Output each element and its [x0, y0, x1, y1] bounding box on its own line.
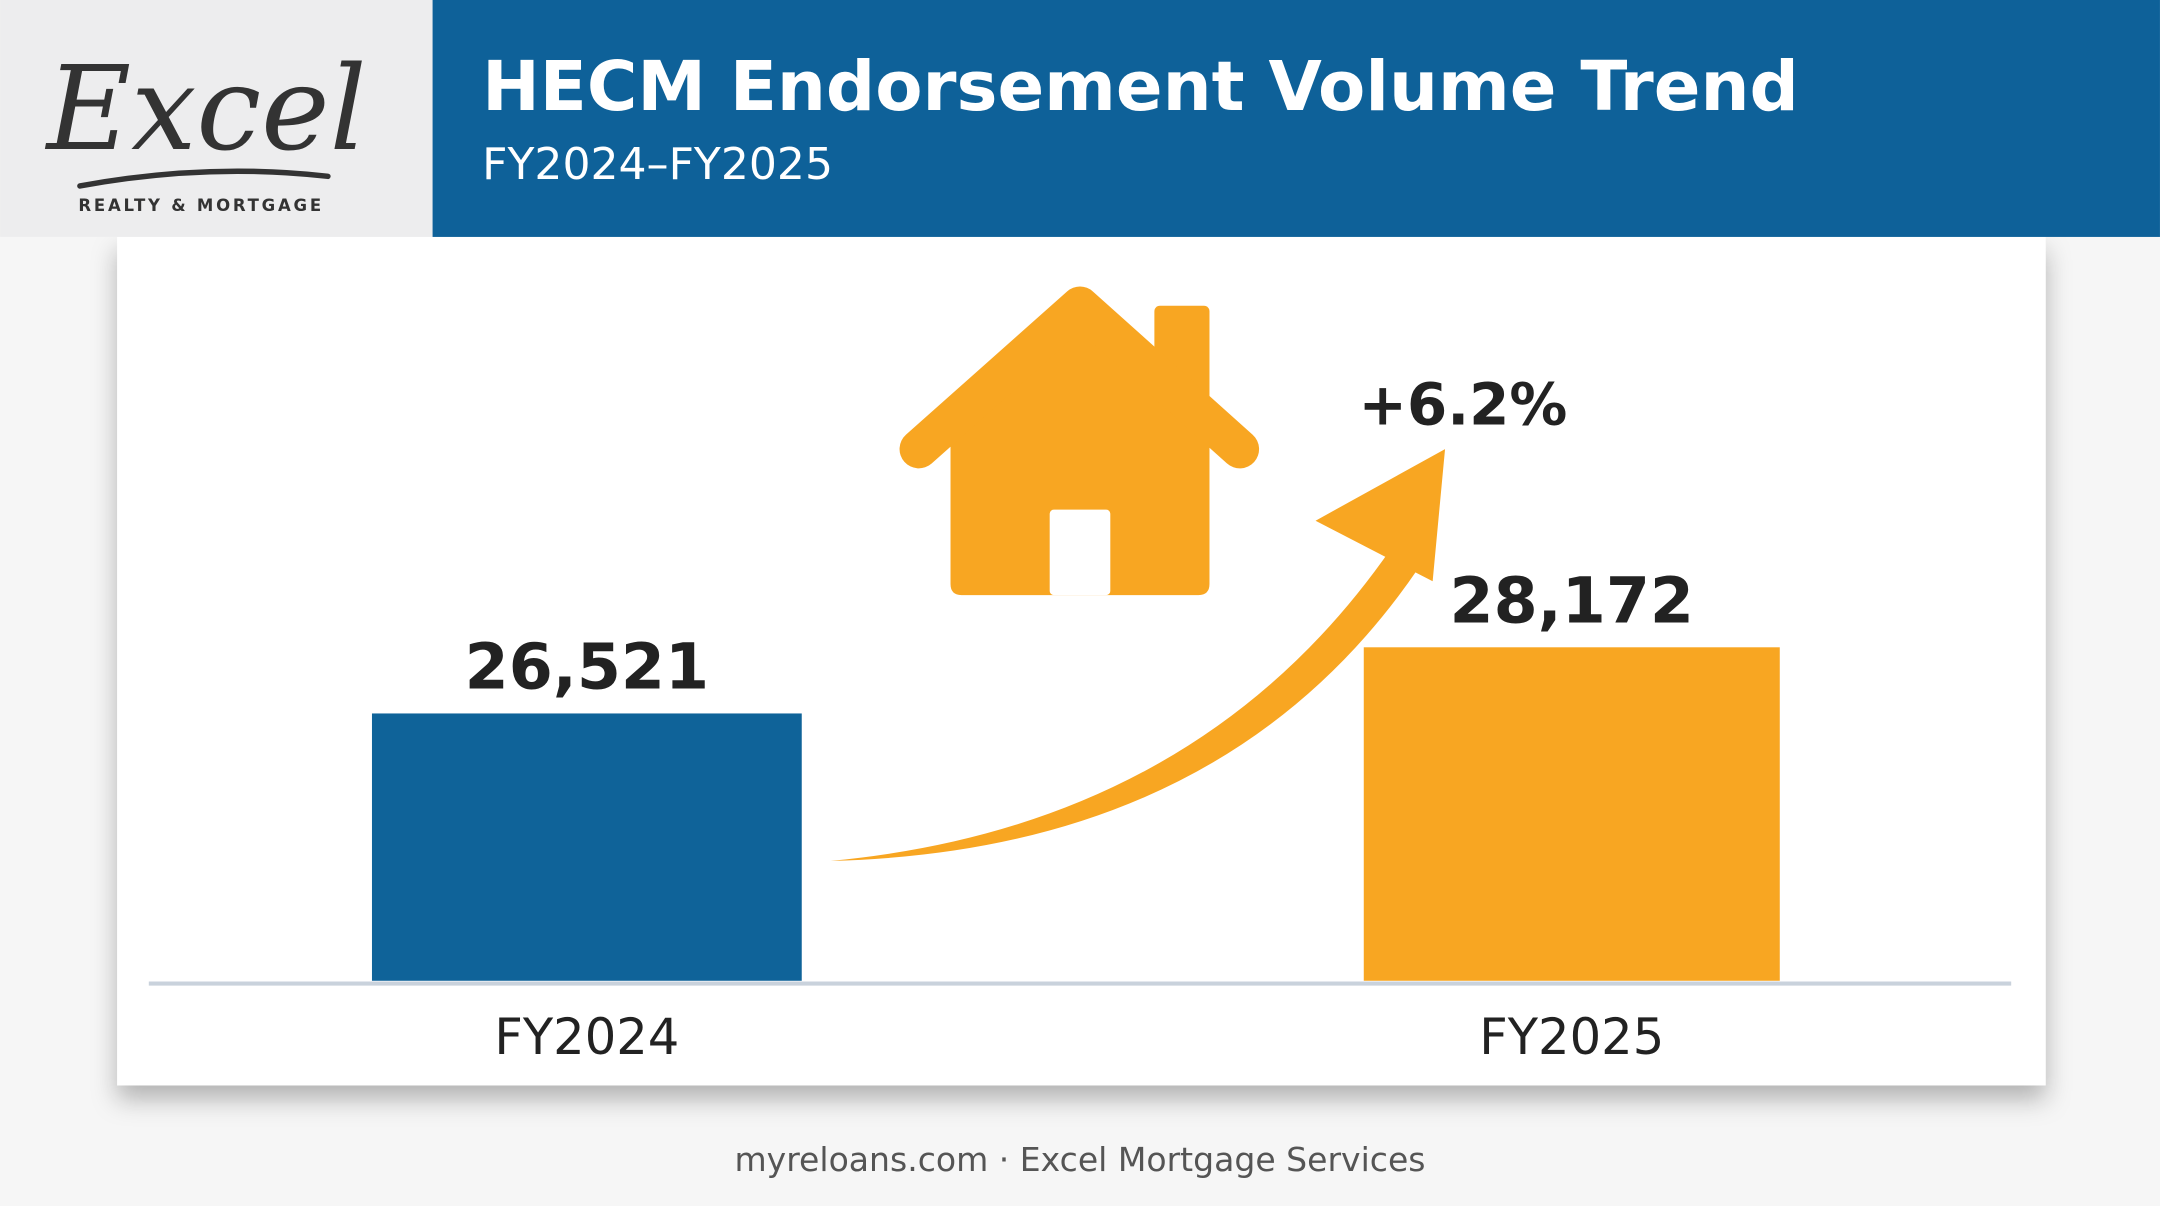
bar: [371, 713, 802, 981]
chart-subtitle: FY2024–FY2025: [482, 139, 833, 190]
growth-arrow: [830, 548, 1419, 861]
logo-tagline: REALTY & MORTGAGE: [78, 196, 323, 215]
x-tick-label: FY2025: [1479, 1008, 1664, 1066]
value-label: 28,172: [1450, 563, 1695, 637]
growth-arrowhead: [1315, 449, 1446, 582]
footer: myreloans.com · Excel Mortgage Services: [734, 1140, 1425, 1179]
logo-name: Excel: [45, 43, 367, 177]
value-label: 26,521: [465, 630, 709, 704]
chart-title: HECM Endorsement Volume Trend: [482, 47, 1799, 127]
header-bar: [432, 0, 2160, 237]
annotation: +6.2%: [1358, 370, 1567, 438]
house-icon: [899, 286, 1260, 596]
x-tick-label: FY2024: [494, 1008, 679, 1066]
logo-box: [0, 0, 433, 237]
logo-swoosh: [77, 168, 331, 189]
bar: [1363, 647, 1780, 981]
